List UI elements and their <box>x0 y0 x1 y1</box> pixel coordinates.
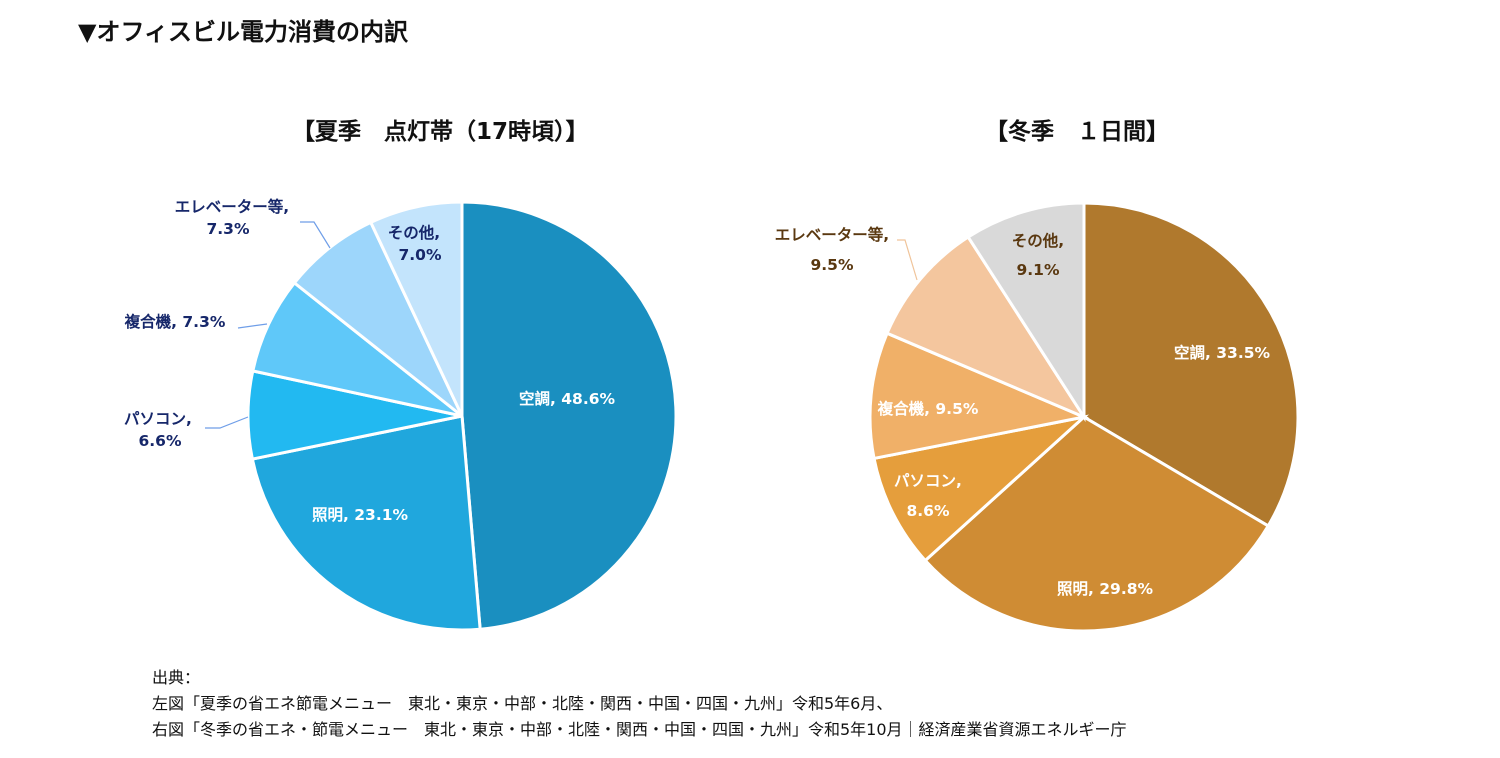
leader-line <box>205 416 249 429</box>
data-label: 空調, 48.6% <box>519 389 616 408</box>
data-label: 9.5% <box>811 256 854 274</box>
pie-slice-summer-0 <box>460 200 678 631</box>
page-title: ▼オフィスビル電力消費の内訳 <box>78 18 408 46</box>
data-label: 複合機, 7.3% <box>124 312 226 331</box>
pie-slice-summer-4 <box>292 220 464 418</box>
data-label: 9.1% <box>1017 261 1060 279</box>
data-label: 8.6% <box>907 502 950 520</box>
data-label: その他, <box>1012 231 1064 250</box>
leader-line <box>300 221 331 249</box>
data-label: 照明, 29.8% <box>1057 580 1154 598</box>
pie-slice-summer-3 <box>251 280 463 418</box>
pie-slice-winter-1 <box>923 415 1271 633</box>
data-label: パソコン, <box>124 410 192 428</box>
data-label: 空調, 33.5% <box>1174 343 1271 362</box>
source-heading: 出典： <box>152 668 201 687</box>
chart-title-winter: 【冬季 １日間】 <box>985 119 1169 145</box>
data-label: 照明, 23.1% <box>312 506 409 524</box>
data-label: パソコン, <box>894 472 962 490</box>
pie-slice-winter-5 <box>966 201 1086 423</box>
data-label: エレベーター等, <box>775 225 889 244</box>
pie-slice-summer-1 <box>250 414 482 632</box>
data-label: 7.0% <box>399 246 442 264</box>
data-label: 7.3% <box>207 220 250 238</box>
leader-line <box>237 323 268 329</box>
pie-slice-winter-3 <box>868 331 1090 461</box>
pie-slice-winter-0 <box>1082 201 1300 528</box>
data-label: その他, <box>388 223 440 242</box>
leader-line <box>897 239 918 281</box>
data-label: エレベーター等, <box>175 197 289 216</box>
source-line-1: 左図「夏季の省エネ節電メニュー 東北・東京・中部・北陸・関西・中国・四国・九州」… <box>152 694 893 713</box>
data-label: 6.6% <box>139 432 182 450</box>
data-label: 複合機, 9.5% <box>877 399 979 418</box>
pie-slice-winter-4 <box>885 234 1088 421</box>
pie-slice-summer-5 <box>368 200 464 417</box>
chart-title-summer: 【夏季 点灯帯（17時頃）】 <box>292 119 589 145</box>
source-line-2: 右図「冬季の省エネ・節電メニュー 東北・東京・中部・北陸・関西・中国・四国・九州… <box>152 720 1127 739</box>
pie-slice-winter-2 <box>872 414 1090 563</box>
